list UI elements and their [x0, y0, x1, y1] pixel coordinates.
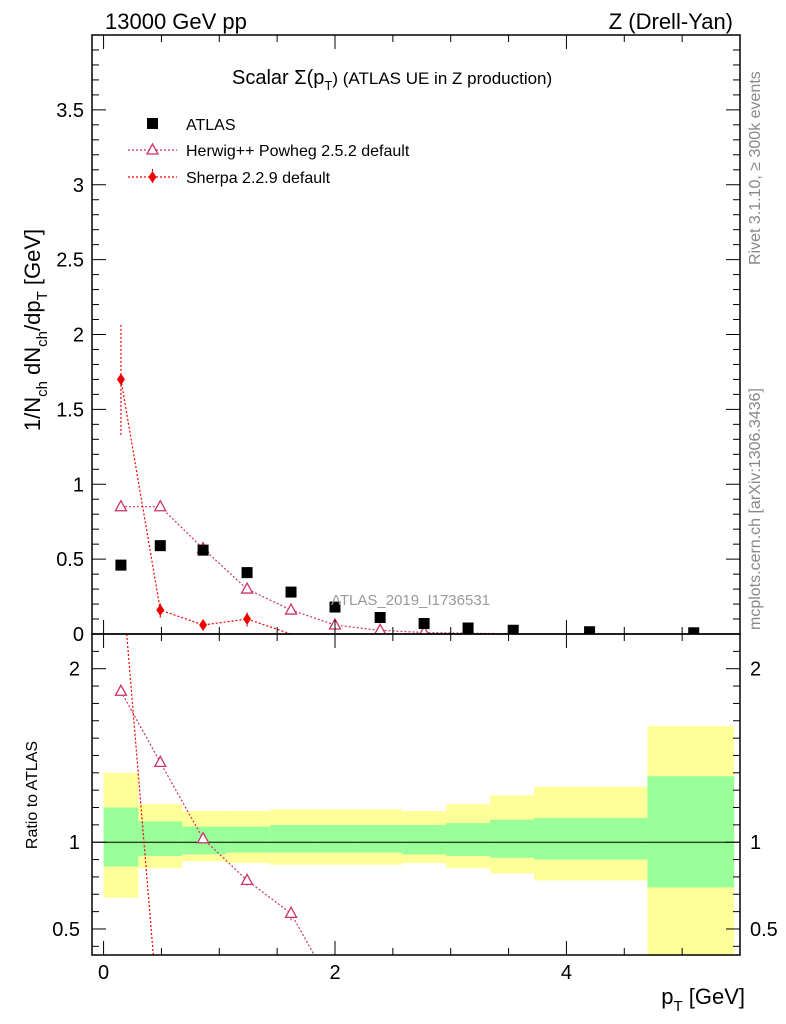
- atlas-point: [462, 622, 474, 634]
- ratio-ylabel: Ratio to ATLAS: [24, 741, 41, 849]
- ratio-ytick-label-right: 0.5: [750, 919, 778, 941]
- ratio-band-inner: [402, 824, 447, 855]
- atlas-point: [241, 567, 253, 579]
- ratio-ytick-label-left: 0.5: [52, 919, 80, 941]
- ratio-band-inner: [647, 776, 735, 888]
- legend-label-atlas: ATLAS: [186, 117, 236, 134]
- mcplots-label: mcplots.cern.ch [arXiv:1306.3436]: [747, 388, 764, 630]
- herwig-point: [114, 499, 128, 512]
- legend-entry-herwig: Herwig++ Powheg 2.5.2 default: [128, 142, 410, 160]
- ratio-ytick-label-right: 1: [750, 832, 761, 854]
- herwig-ratio-point: [153, 755, 167, 768]
- analysis-label: ATLAS_2019_I1736531: [331, 592, 490, 609]
- herwig-ratio-point: [240, 873, 254, 886]
- sherpa-ratio-line: [126, 634, 154, 955]
- atlas-point: [584, 626, 596, 634]
- xlabel: pT [GeV]: [661, 984, 745, 1015]
- atlas-point: [374, 612, 386, 624]
- ratio-band-inner: [314, 824, 359, 853]
- atlas-point: [418, 618, 430, 630]
- legend-marker-herwig: [145, 142, 160, 155]
- sherpa-point: [243, 613, 252, 626]
- main-title: Scalar Σ(pT) (ATLAS UE in Z production): [232, 67, 552, 93]
- herwig-point: [240, 581, 254, 594]
- sherpa-point: [116, 373, 125, 386]
- atlas-point: [329, 601, 341, 613]
- ratio-band-inner: [534, 817, 648, 860]
- ratio-band-inner: [490, 819, 535, 858]
- ratio-xtick-label: 0: [98, 962, 109, 984]
- herwig-line: [120, 506, 514, 634]
- atlas-point: [154, 540, 166, 552]
- sherpa-point: [199, 619, 208, 632]
- ratio-band-inner: [138, 821, 183, 857]
- ratio-xtick-label: 4: [561, 962, 572, 984]
- ratio-band-inner: [103, 807, 139, 867]
- ratio-ytick-label-right: 2: [750, 659, 761, 681]
- legend-marker-atlas: [147, 118, 158, 129]
- title-prefix: Scalar Σ(p: [232, 67, 324, 89]
- header-collision-label: 13000 GeV pp: [105, 9, 247, 34]
- ratio-xtick-label: 2: [329, 962, 340, 984]
- legend-marker-sherpa: [148, 171, 157, 183]
- main-ytick-label: 3.5: [56, 100, 84, 122]
- main-ytick-label: 0: [73, 624, 84, 646]
- sherpa-point: [156, 604, 165, 617]
- main-ytick-label: 3: [73, 175, 84, 197]
- main-ytick-label: 2.5: [56, 250, 84, 272]
- main-ytick-label: 0.5: [56, 549, 84, 571]
- herwig-ratio-point: [196, 831, 210, 844]
- rivet-version-label: Rivet 3.1.10, ≥ 300k events: [747, 71, 764, 265]
- legend-label-sherpa: Sherpa 2.2.9 default: [186, 170, 331, 187]
- atlas-point: [115, 559, 127, 571]
- ratio-ytick-label-left: 1: [69, 832, 80, 854]
- herwig-ratio-point: [114, 683, 128, 696]
- ratio-plot-frame: [91, 633, 741, 956]
- atlas-point: [688, 627, 700, 634]
- legend-entry-atlas: ATLAS: [147, 117, 236, 134]
- ratio-band-inner: [358, 824, 403, 853]
- herwig-point: [374, 622, 387, 634]
- main-ytick-label: 1.5: [56, 399, 84, 421]
- atlas-point: [507, 624, 519, 634]
- title-suffix: ) (ATLAS UE in Z production): [332, 69, 552, 88]
- ratio-band-inner: [446, 823, 491, 857]
- ratio-panel: 0 2 4 0.5 0.5 1 1 2 2 Ratio to ATLAS pT [GeV]: [24, 633, 778, 1015]
- svg-text:1/Nch dNch/dpT [GeV]: 1/Nch dNch/dpT [GeV]: [20, 229, 51, 431]
- title-subscript: T: [324, 78, 332, 93]
- ratio-band-inner: [226, 826, 271, 853]
- herwig-point: [284, 602, 298, 615]
- main-ytick-label: 2: [73, 325, 84, 347]
- herwig-point: [419, 625, 429, 634]
- header-process-label: Z (Drell-Yan): [609, 9, 733, 34]
- legend-label-herwig: Herwig++ Powheg 2.5.2 default: [186, 143, 410, 160]
- ratio-ytick-label-left: 2: [69, 659, 80, 681]
- main-ylabel: 1/Nch dNch/dpT [GeV]: [20, 229, 51, 431]
- atlas-point: [197, 544, 209, 556]
- legend-entry-sherpa: Sherpa 2.2.9 default: [128, 169, 331, 187]
- legend: ATLAS Herwig++ Powheg 2.5.2 default Sher…: [128, 117, 410, 187]
- ratio-band-inner: [270, 824, 315, 853]
- main-ytick-label: 1: [73, 474, 84, 496]
- atlas-point: [285, 586, 297, 598]
- herwig-ratio-line: [120, 691, 315, 955]
- herwig-point: [153, 499, 167, 512]
- main-panel: 0 0.5 1 1.5 2 2.5 3 3.5 Scalar Σ(pT) (ATLAS UE …: [20, 34, 741, 646]
- herwig-ratio-point: [284, 906, 298, 919]
